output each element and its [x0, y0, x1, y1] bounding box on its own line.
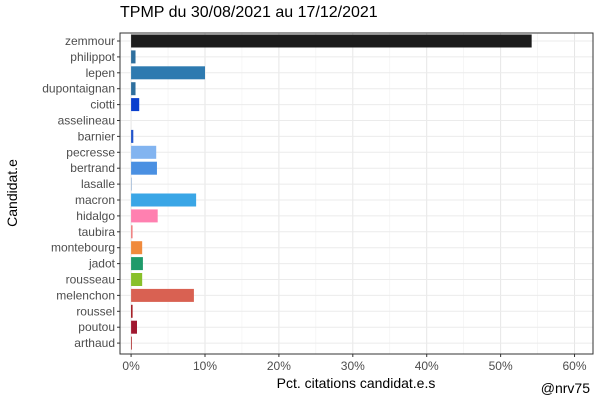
x-tick-label: 50%	[489, 359, 513, 373]
y-tick-label-hidalgo: hidalgo	[76, 209, 115, 223]
bar-melenchon	[131, 288, 194, 302]
bar-zemmour	[131, 34, 532, 48]
caption: @nrv75	[540, 380, 590, 396]
y-tick-label-poutou: poutou	[78, 320, 115, 334]
y-tick-label-macron: macron	[75, 193, 115, 207]
x-tick-label: 20%	[267, 359, 291, 373]
y-tick-label-dupontaignan: dupontaignan	[42, 82, 115, 96]
y-tick-label-melenchon: melenchon	[56, 288, 115, 302]
bar-rousseau	[131, 273, 143, 286]
x-tick-label: 10%	[193, 359, 217, 373]
y-tick-label-jadot: jadot	[88, 257, 116, 271]
bar-taubira	[131, 225, 133, 239]
bar-lasalle	[131, 177, 132, 191]
x-tick-label: 30%	[341, 359, 365, 373]
y-tick-label-zemmour: zemmour	[65, 34, 115, 48]
y-tick-label-ciotti: ciotti	[90, 98, 115, 112]
x-tick-label: 0%	[122, 359, 140, 373]
y-axis: zemmour philippot lepen dupontaignan ciotti a…	[42, 34, 120, 350]
x-tick-label: 60%	[563, 359, 587, 373]
y-tick-label-asselineau: asselineau	[58, 114, 115, 128]
y-tick-label-lasalle: lasalle	[81, 177, 115, 191]
y-tick-label-philippot: philippot	[70, 50, 115, 64]
x-axis: 0% 10% 20% 30% 40% 50% 60%	[122, 354, 587, 373]
x-axis-title: Pct. citations candidat.e.s	[277, 375, 436, 391]
bar-dupontaignan	[131, 82, 136, 96]
bar-arthaud	[131, 336, 132, 350]
x-tick-label: 40%	[415, 359, 439, 373]
bar-roussel	[131, 304, 133, 318]
y-tick-label-bertrand: bertrand	[70, 161, 115, 175]
bar-bertrand	[131, 161, 157, 175]
plot-background	[120, 33, 593, 354]
bar-montebourg	[131, 241, 143, 255]
chart-title: TPMP du 30/08/2021 au 17/12/2021	[120, 4, 378, 21]
bar-lepen	[131, 66, 205, 80]
y-tick-label-taubira: taubira	[78, 225, 115, 239]
y-tick-label-lepen: lepen	[86, 66, 115, 80]
y-axis-title: Candidat.e	[4, 159, 20, 227]
y-tick-label-pecresse: pecresse	[66, 145, 115, 159]
bar-macron	[131, 193, 197, 207]
bar-philippot	[131, 50, 136, 64]
y-tick-label-roussel: roussel	[76, 304, 115, 318]
bar-barnier	[131, 129, 134, 143]
bar-hidalgo	[131, 209, 158, 223]
plot-border	[119, 32, 594, 355]
y-tick-label-barnier: barnier	[78, 129, 115, 143]
y-tick-label-montebourg: montebourg	[51, 241, 115, 255]
bar-poutou	[131, 320, 137, 334]
y-tick-label-rousseau: rousseau	[66, 273, 115, 287]
y-tick-label-arthaud: arthaud	[74, 336, 115, 350]
bars	[131, 34, 532, 350]
bar-pecresse	[131, 145, 157, 159]
bar-ciotti	[131, 98, 140, 112]
bar-jadot	[131, 257, 143, 271]
